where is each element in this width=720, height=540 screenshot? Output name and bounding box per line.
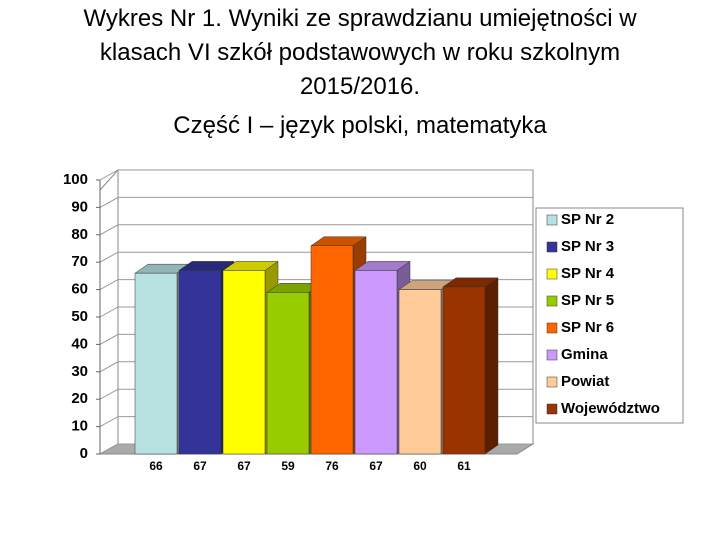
bar — [266, 292, 310, 455]
legend-label: Powiat — [561, 373, 609, 390]
grid-line — [99, 251, 533, 263]
bar — [398, 289, 442, 455]
data-label: 59 — [281, 459, 295, 473]
bar — [442, 286, 486, 455]
y-tick-label: 0 — [80, 445, 88, 462]
legend-label: SP Nr 5 — [561, 292, 614, 309]
legend-label: SP Nr 3 — [561, 238, 614, 255]
legend-swatch — [546, 214, 558, 226]
bar — [134, 272, 178, 455]
legend-swatch — [546, 241, 558, 253]
y-tick-label: 30 — [71, 363, 88, 380]
y-tick-label: 20 — [71, 390, 88, 407]
grid-line — [99, 169, 533, 181]
legend-label: Województwo — [561, 400, 660, 417]
chart-subtitle: Część I – język polski, matematyka — [173, 112, 547, 139]
data-label: 76 — [325, 459, 339, 473]
legend-swatch — [546, 295, 558, 307]
legend-label: Gmina — [561, 346, 608, 363]
data-label: 60 — [413, 459, 427, 473]
grid-line — [99, 196, 533, 208]
y-tick-label: 100 — [63, 171, 88, 188]
y-tick-label: 60 — [71, 281, 88, 298]
y-tick-label: 90 — [71, 198, 88, 215]
y-tick-label: 50 — [71, 308, 88, 325]
y-tick-label: 70 — [71, 253, 88, 270]
legend-swatch — [546, 322, 558, 334]
data-label: 67 — [237, 459, 251, 473]
grid-line — [99, 224, 533, 236]
legend-swatch — [546, 403, 558, 415]
y-tick-label: 40 — [71, 335, 88, 352]
chart-title: Wykres Nr 1. Wyniki ze sprawdzianu umiej… — [83, 5, 637, 100]
y-tick-label: 80 — [71, 226, 88, 243]
legend-swatch — [546, 349, 558, 361]
bar — [354, 270, 398, 455]
y-tick-label: 10 — [71, 418, 88, 435]
legend-swatch — [546, 376, 558, 388]
data-label: 61 — [457, 459, 471, 473]
data-label: 67 — [369, 459, 383, 473]
data-label: 66 — [149, 459, 163, 473]
legend-label: SP Nr 6 — [561, 319, 614, 336]
bar — [222, 270, 266, 455]
legend-label: SP Nr 4 — [561, 265, 615, 282]
legend-box — [535, 207, 684, 424]
data-label: 67 — [193, 459, 207, 473]
bar — [178, 270, 222, 455]
legend-swatch — [546, 268, 558, 280]
bar — [310, 245, 354, 455]
bar-side — [484, 277, 499, 455]
legend-label: SP Nr 2 — [561, 211, 614, 228]
